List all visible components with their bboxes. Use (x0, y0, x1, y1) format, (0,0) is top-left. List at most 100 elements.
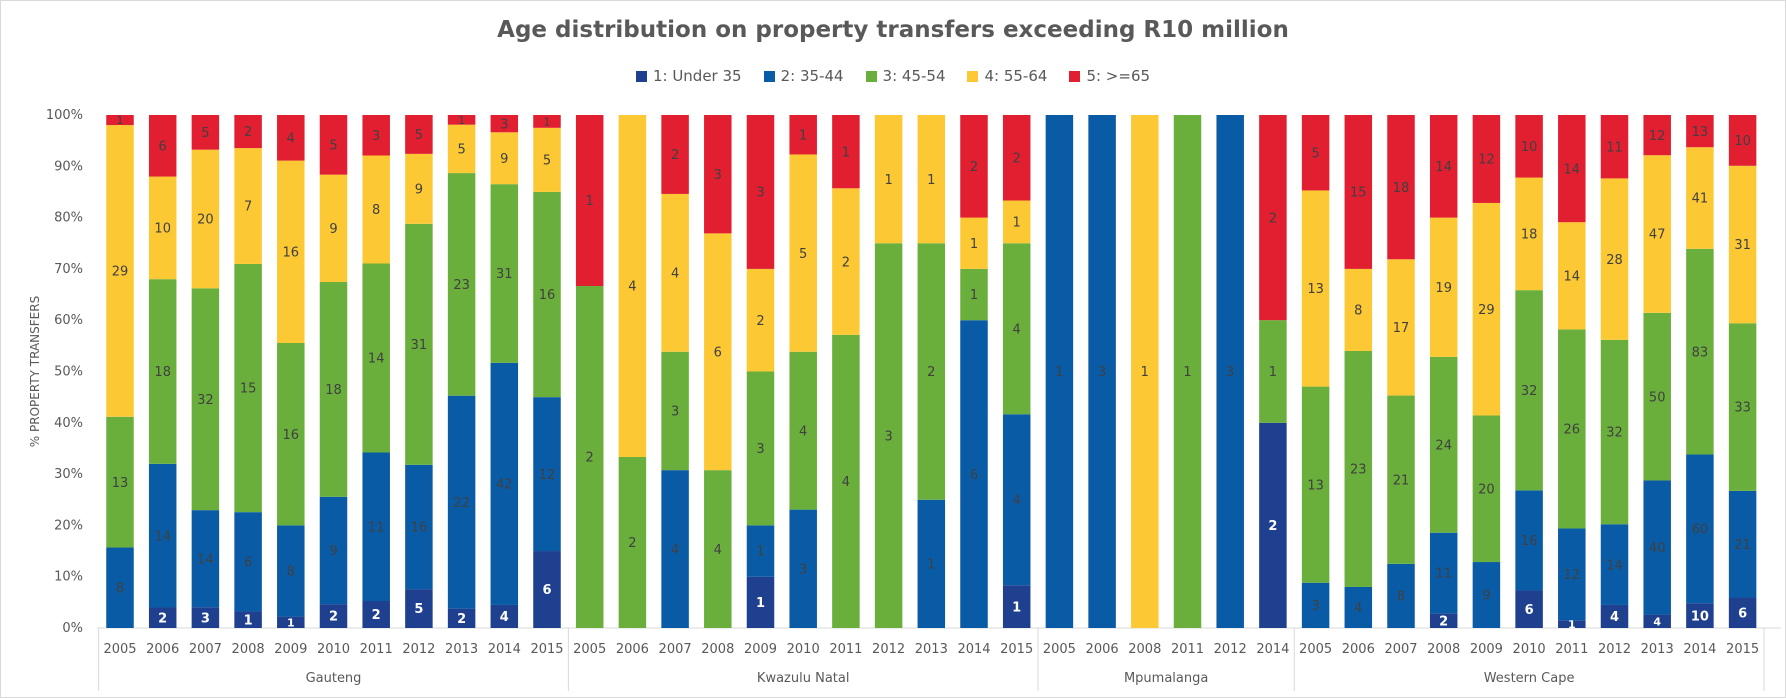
data-label: 9 (1482, 589, 1490, 604)
x-tick-label: 2007 (659, 642, 692, 657)
data-label: 9 (329, 544, 337, 559)
bar-segment (661, 351, 689, 471)
bar-segment (1472, 415, 1501, 563)
data-label: 14 (368, 352, 385, 367)
bar-segment (1728, 323, 1757, 491)
data-label: 3 (372, 129, 380, 144)
data-label: 1 (799, 128, 807, 143)
data-label: 4 (1354, 601, 1362, 616)
bar-segment (148, 115, 177, 177)
bar-segment (1600, 115, 1629, 179)
y-tick-label: 30% (54, 467, 83, 482)
bar-segment (661, 470, 689, 628)
data-label: 16 (1521, 534, 1538, 549)
data-label: 4 (671, 267, 679, 282)
data-label: 7 (244, 200, 252, 215)
bar-segment (405, 115, 433, 154)
bar-segment (1600, 178, 1629, 340)
bar-segment (1002, 414, 1031, 586)
data-label: 4 (287, 131, 295, 146)
data-label: 2 (842, 255, 850, 270)
data-label: 6 (970, 468, 978, 483)
bar-segment (191, 607, 220, 628)
data-label: 28 (1606, 253, 1623, 268)
data-label: 19 (1435, 281, 1452, 296)
data-label: 2 (1269, 211, 1277, 226)
data-label: 2 (1439, 614, 1448, 629)
data-label: 1 (1141, 365, 1149, 380)
data-label: 2 (329, 610, 338, 625)
x-tick-label: 2014 (1256, 642, 1289, 657)
data-label: 5 (1311, 146, 1319, 161)
bar-segment (106, 115, 134, 126)
data-label: 4 (1653, 615, 1661, 628)
data-label: 5 (799, 247, 807, 262)
bar-segment (319, 115, 348, 175)
legend-swatch (763, 70, 775, 82)
x-tick-label: 2009 (274, 642, 307, 657)
data-label: 5 (414, 602, 423, 617)
data-label: 60 (1692, 523, 1709, 538)
bar-segment (618, 457, 647, 628)
data-label: 8 (1354, 304, 1362, 319)
bar-segment (319, 282, 348, 497)
data-label: 14 (154, 529, 171, 544)
bar-segment (1558, 329, 1586, 529)
bar-segment (234, 611, 262, 628)
data-label: 13 (1307, 282, 1324, 297)
data-label: 3 (1098, 365, 1106, 380)
bar-segment (832, 188, 860, 335)
bar-segment (1728, 490, 1757, 598)
y-tick-label: 20% (54, 518, 83, 533)
bar-segment (1515, 490, 1543, 591)
bar-segment (490, 184, 519, 363)
data-label: 18 (154, 365, 171, 380)
bar-segment (1686, 248, 1714, 455)
data-label: 20 (197, 213, 214, 228)
data-label: 4 (1013, 493, 1021, 508)
bar-segment (789, 154, 817, 352)
data-label: 29 (112, 265, 129, 280)
y-axis-label: % PROPERTY TRANSFERS (28, 296, 42, 447)
bar-segment (1216, 115, 1244, 628)
legend-label: 5: >=65 (1086, 67, 1151, 85)
bar-segment (1515, 290, 1543, 491)
bar-segment (277, 525, 305, 617)
data-label: 2 (970, 160, 978, 175)
x-tick-label: 2010 (1513, 642, 1546, 657)
bar-segment (832, 115, 860, 189)
data-label: 12 (1649, 129, 1666, 144)
data-label: 18 (1393, 181, 1410, 196)
data-label: 12 (1478, 153, 1495, 168)
bar-segment (1301, 115, 1330, 191)
bar-segment (1301, 190, 1330, 387)
bar-segment (789, 115, 817, 155)
data-label: 2 (158, 611, 167, 626)
legend-label: 1: Under 35 (652, 67, 742, 85)
data-label: 2 (457, 612, 466, 627)
data-label: 2 (1013, 151, 1021, 166)
data-label: 50 (1649, 390, 1666, 405)
bar-segment (832, 334, 860, 628)
bar-segment (490, 132, 519, 185)
legend: 1: Under 35 2: 35-44 3: 45-54 4: 55-64 5: >=… (1, 67, 1785, 85)
data-label: 3 (500, 117, 508, 132)
bar-segment (1600, 339, 1629, 525)
bar-segment (1728, 115, 1757, 166)
data-label: 32 (1521, 384, 1538, 399)
data-label: 1 (1568, 618, 1576, 631)
x-tick-label: 2012 (402, 642, 435, 657)
bar-segment (960, 320, 988, 628)
x-tick-label: 2009 (1470, 642, 1503, 657)
data-label: 2 (1268, 519, 1277, 534)
data-label: 16 (283, 428, 300, 443)
x-tick-label: 2009 (744, 642, 777, 657)
bar-segment (447, 608, 476, 628)
data-label: 2 (628, 536, 636, 551)
data-label: 3 (799, 562, 807, 577)
bar-segment (1515, 177, 1543, 291)
legend-item: 5: >=65 (1069, 67, 1150, 85)
bar-segment (1728, 165, 1757, 324)
bar-segment (319, 496, 348, 605)
